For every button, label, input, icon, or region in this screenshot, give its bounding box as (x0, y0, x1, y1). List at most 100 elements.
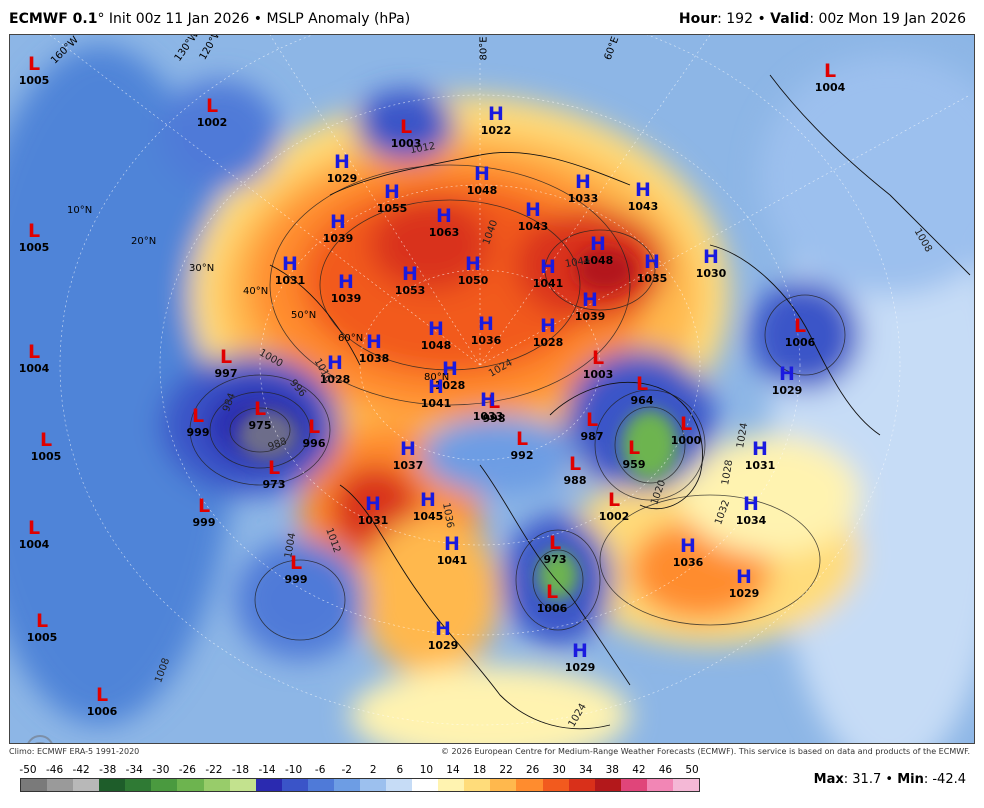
lat-label-60n: 60°N (338, 333, 364, 344)
pressure-value: 1037 (392, 459, 424, 472)
pressure-value: 973 (543, 553, 567, 566)
pressure-symbol: L (205, 95, 219, 117)
high-pressure-center: H 1053 (390, 265, 430, 297)
pressure-value: 1029 (771, 384, 803, 397)
low-pressure-center: L 1005 (14, 220, 54, 254)
pressure-value: 1030 (695, 267, 727, 280)
pressure-value: 1050 (457, 274, 489, 287)
pressure-symbol: H (488, 103, 504, 125)
pressure-symbol: L (95, 684, 109, 706)
copyright-note: © 2026 European Centre for Medium-Range … (441, 747, 970, 756)
model-name: ECMWF 0.1 (9, 11, 98, 27)
pressure-value: 1036 (470, 334, 502, 347)
pressure-value: 1031 (744, 459, 776, 472)
low-pressure-center: L 1004 (810, 62, 850, 94)
high-pressure-center: H 1028 (528, 315, 568, 349)
low-pressure-center: L 1005 (22, 612, 62, 644)
pressure-value: 1006 (536, 602, 568, 615)
pressure-symbol: H (474, 163, 490, 185)
pressure-value: 1002 (598, 510, 630, 523)
high-pressure-center: H 1031 (353, 495, 393, 527)
pressure-value: 1029 (427, 639, 459, 652)
colorbar-tick-label: 46 (658, 764, 673, 776)
pressure-symbol: H (327, 352, 343, 374)
low-pressure-center: L 1004 (14, 519, 54, 551)
colorbar-swatch (568, 779, 595, 791)
colorbar-tick-label: -50 (19, 764, 37, 776)
pressure-value: 1005 (18, 74, 50, 87)
title-left: ECMWF 0.1° Init 00z 11 Jan 2026 • MSLP A… (9, 11, 410, 27)
pressure-value: 1028 (434, 379, 466, 392)
low-pressure-center: L 964 (622, 375, 662, 407)
colorbar-swatch (73, 779, 100, 791)
colorbar-tick-label: -46 (45, 764, 64, 776)
pressure-value: 1006 (784, 336, 816, 349)
pressure-value: 964 (630, 394, 654, 407)
colorbar-tick-label: -30 (152, 764, 170, 776)
hour-label: Hour (678, 11, 718, 27)
pressure-value: 1006 (86, 705, 118, 718)
pressure-value: 1041 (532, 277, 564, 290)
pressure-value: 1028 (319, 373, 351, 386)
pressure-symbol: H (635, 179, 651, 201)
pressure-symbol: H (644, 251, 660, 273)
pressure-symbol: H (334, 151, 350, 173)
pressure-value: 1022 (480, 124, 512, 137)
pressure-symbol: L (267, 457, 281, 479)
pressure-value: 975 (248, 419, 272, 432)
pressure-symbol: H (428, 318, 444, 340)
low-pressure-center: L 1004 (14, 343, 54, 375)
pressure-value: 1048 (582, 254, 614, 267)
pressure-symbol: H (480, 389, 496, 411)
pressure-value: 1029 (728, 587, 760, 600)
colorbar-tick-label: -14 (258, 764, 276, 776)
max-label: Max (813, 772, 844, 787)
colorbar-tick-label: -34 (125, 764, 143, 776)
pressure-value: 1029 (564, 661, 596, 674)
pressure-symbol: L (219, 346, 233, 368)
pressure-symbol: H (428, 376, 444, 398)
colorbar-swatch (229, 779, 256, 791)
colorbar-tick-label: -42 (72, 764, 90, 776)
pressure-symbol: L (27, 53, 41, 75)
low-pressure-center: L 992 (502, 428, 542, 462)
product-name: MSLP Anomaly (hPa) (266, 11, 411, 27)
pressure-symbol: H (525, 199, 541, 221)
high-pressure-center: H 1028 (315, 352, 355, 386)
colorbar-swatch (542, 779, 569, 791)
high-pressure-center: H 1055 (372, 183, 412, 215)
colorbar-swatch (281, 779, 308, 791)
pressure-symbol: H (444, 533, 460, 555)
pressure-value: 996 (302, 437, 326, 450)
pressure-symbol: L (591, 347, 605, 369)
pressure-symbol: H (540, 315, 556, 337)
pressure-symbol: L (487, 391, 501, 413)
colorbar-tick-label: 6 (396, 764, 404, 776)
pressure-symbol: H (330, 211, 346, 233)
pressure-value: 1005 (26, 631, 58, 644)
low-pressure-center: L 1002 (594, 491, 634, 523)
title-right: Hour: 192 • Valid: 00z Mon 19 Jan 2026 (679, 11, 966, 27)
max-value: : 31.7 (843, 772, 882, 787)
low-pressure-center: L 975 (240, 400, 280, 432)
lat-label-20n: 20°N (131, 236, 157, 247)
colorbar-swatch (672, 779, 700, 791)
low-pressure-center: L 1003 (578, 347, 618, 381)
colorbar-tick-label: 38 (605, 764, 619, 776)
low-pressure-center: L 1006 (82, 684, 122, 718)
colorbar-tick-label: -38 (99, 764, 117, 776)
climo-note: Climo: ECMWF ERA-5 1991-2020 (9, 747, 140, 756)
high-pressure-center: H 1030 (691, 246, 731, 280)
pressure-symbol: H (703, 246, 719, 268)
colorbar-swatch (47, 779, 74, 791)
pressure-symbol: L (27, 220, 41, 242)
pressure-value: 1041 (420, 397, 452, 410)
lat-label-80n: 80°N (424, 372, 450, 383)
logo-icon: WeatherBELL (27, 735, 53, 743)
pressure-value: 1048 (466, 184, 498, 197)
colorbar-swatch (360, 779, 387, 791)
lat-label-10n: 10°N (67, 205, 93, 216)
pressure-symbol: H (752, 438, 768, 460)
pressure-symbol: L (515, 428, 529, 450)
lat-label-30n: 30°N (189, 263, 215, 274)
